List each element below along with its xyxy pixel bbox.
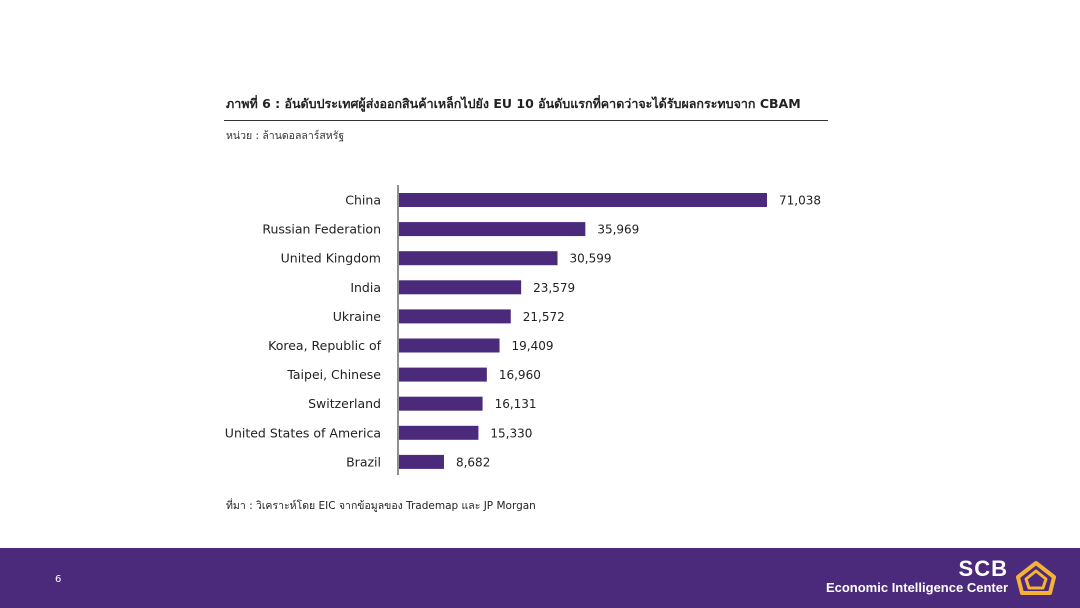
data-label: 8,682 <box>456 455 490 469</box>
data-label: 16,131 <box>495 397 537 411</box>
category-label: China <box>345 193 381 208</box>
data-label: 19,409 <box>512 339 554 353</box>
bar <box>399 338 500 353</box>
chart-title: ภาพที่ 6 : อันดับประเทศผู้ส่งออกสินค้าเห… <box>226 96 801 111</box>
page-number: 6 <box>55 574 62 585</box>
bar <box>399 454 444 469</box>
category-label: Brazil <box>346 454 381 469</box>
bar-chart: China 71,038 Russian Federation 35,969 Unite… <box>225 185 821 475</box>
bar <box>399 396 483 411</box>
bar <box>399 425 479 440</box>
category-label: Ukraine <box>333 309 382 324</box>
category-label: Switzerland <box>308 396 381 411</box>
data-label: 71,038 <box>779 194 821 208</box>
bar <box>399 222 586 237</box>
data-label: 30,599 <box>570 252 612 266</box>
footer-bar <box>0 548 1080 608</box>
category-label: Korea, Republic of <box>268 338 381 353</box>
brand-name: SCB <box>958 556 1008 581</box>
bar <box>399 309 511 324</box>
category-label: United States of America <box>225 425 381 440</box>
bar <box>399 367 487 382</box>
data-label: 23,579 <box>533 281 575 295</box>
bar <box>399 193 767 207</box>
bar <box>399 251 558 266</box>
title-divider <box>224 120 828 121</box>
bar <box>399 280 522 295</box>
category-label: United Kingdom <box>281 251 381 266</box>
brand-block: SCB Economic Intelligence Center <box>826 558 1008 596</box>
data-label: 21,572 <box>523 310 565 324</box>
category-label: Taipei, Chinese <box>286 367 381 382</box>
brand-subtitle: Economic Intelligence Center <box>825 580 1008 595</box>
scb-logo-icon <box>1016 561 1056 595</box>
source-note: ที่มา : วิเคราะห์โดย EIC จากข้อมูลของ Tr… <box>226 500 536 512</box>
data-label: 35,969 <box>597 223 639 237</box>
category-label: India <box>350 280 381 295</box>
unit-label: หน่วย : ล้านดอลลาร์สหรัฐ <box>226 130 345 142</box>
data-label: 15,330 <box>490 426 532 440</box>
data-label: 16,960 <box>499 368 541 382</box>
category-label: Russian Federation <box>262 222 381 237</box>
